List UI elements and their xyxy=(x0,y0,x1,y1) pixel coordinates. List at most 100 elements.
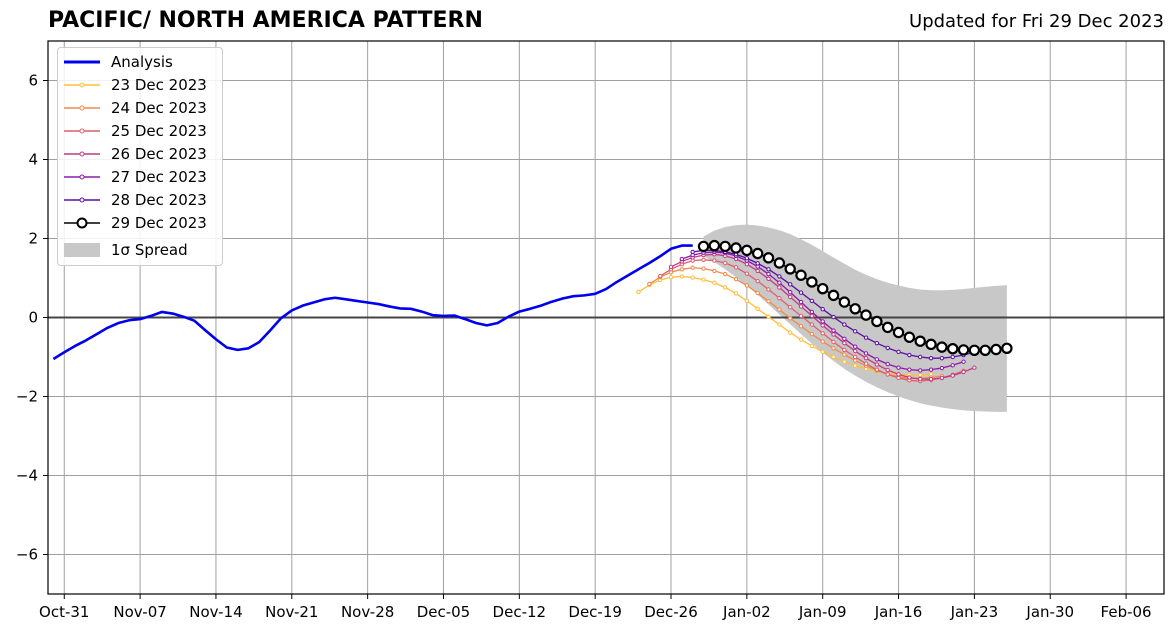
x-tick-label: Jan-16 xyxy=(874,603,923,621)
x-tick-label: Nov-21 xyxy=(265,603,318,621)
forecast-point-f27 xyxy=(863,351,869,356)
forecast-point-f23 xyxy=(733,291,739,296)
forecast-point-f29 xyxy=(903,331,916,343)
forecast-point-f23 xyxy=(820,349,825,355)
forecast-point-f24 xyxy=(690,265,695,270)
forecast-point-f29 xyxy=(816,282,829,295)
chart-title: PACIFIC/ NORTH AMERICA PATTERN xyxy=(48,8,483,33)
forecast-point-f26 xyxy=(853,348,858,354)
forecast-point-f28 xyxy=(853,329,858,334)
forecast-point-f27 xyxy=(777,280,782,285)
forecast-point-f29 xyxy=(925,338,937,351)
forecast-point-f27 xyxy=(820,319,825,324)
legend-label-f28: 28 Dec 2023 xyxy=(111,191,207,209)
forecast-point-f28 xyxy=(766,267,771,272)
legend-swatch-spread xyxy=(64,243,100,257)
y-tick-label: −2 xyxy=(16,388,38,406)
forecast-point-f26 xyxy=(907,375,912,380)
y-tick-label: 2 xyxy=(28,230,38,248)
forecast-point-f27 xyxy=(918,368,923,373)
forecast-point-f28 xyxy=(918,354,923,360)
forecast-point-f23 xyxy=(853,363,858,368)
forecast-point-f27 xyxy=(798,299,804,305)
forecast-point-f24 xyxy=(712,268,717,274)
forecast-point-f26 xyxy=(766,276,771,281)
forecast-point-f25 xyxy=(712,258,717,263)
updated-label: Updated for Fri 29 Dec 2023 xyxy=(909,11,1164,32)
forecast-point-f29 xyxy=(697,240,710,253)
forecast-point-f28 xyxy=(863,335,869,340)
forecast-point-f23 xyxy=(777,322,782,327)
forecast-point-f26 xyxy=(777,285,782,290)
forecast-point-f27 xyxy=(961,359,966,364)
forecast-point-f24 xyxy=(820,339,825,344)
x-tick-label: Nov-14 xyxy=(189,603,242,621)
legend-item-f25: 25 Dec 2023 xyxy=(62,121,222,141)
forecast-point-f26 xyxy=(896,372,901,377)
forecast-point-f26 xyxy=(885,367,890,373)
forecast-point-f27 xyxy=(896,365,901,370)
legend-item-f26: 26 Dec 2023 xyxy=(62,144,222,164)
forecast-point-f28 xyxy=(831,314,836,320)
analysis-line xyxy=(52,244,693,361)
forecast-point-f27 xyxy=(885,361,890,367)
forecast-point-f25 xyxy=(657,273,663,279)
forecast-point-f26 xyxy=(928,376,934,382)
forecast-point-f25 xyxy=(820,331,825,336)
forecast-point-f28 xyxy=(777,274,782,279)
forecast-point-f28 xyxy=(907,352,912,358)
x-tick-label: Dec-19 xyxy=(568,603,622,621)
legend-swatch-f26 xyxy=(64,151,100,157)
x-tick-label: Nov-28 xyxy=(341,603,394,621)
forecast-point-f29 xyxy=(784,263,796,275)
forecast-point-f27 xyxy=(809,309,815,315)
forecast-point-f28 xyxy=(928,355,934,361)
legend-swatch-analysis xyxy=(64,60,100,64)
forecast-point-f26 xyxy=(918,376,923,382)
forecast-point-f26 xyxy=(744,261,750,267)
forecast-point-f24 xyxy=(733,276,739,282)
forecast-point-f27 xyxy=(766,271,771,277)
legend-item-f27: 27 Dec 2023 xyxy=(62,167,222,187)
forecast-point-f26 xyxy=(961,369,966,375)
legend-label-analysis: Analysis xyxy=(111,53,173,71)
y-tick-label: 0 xyxy=(28,309,38,327)
forecast-point-f29 xyxy=(751,247,764,260)
forecast-point-f24 xyxy=(701,266,706,271)
forecast-point-f25 xyxy=(755,278,760,284)
legend-swatch-f27 xyxy=(64,174,100,180)
forecast-point-f29 xyxy=(827,289,840,302)
legend-label-f24: 24 Dec 2023 xyxy=(111,99,207,117)
forecast-point-f27 xyxy=(842,336,847,342)
forecast-point-f27 xyxy=(907,367,912,372)
forecast-point-f23 xyxy=(679,274,685,279)
forecast-point-f24 xyxy=(679,267,685,272)
forecast-point-f27 xyxy=(874,357,880,362)
forecast-point-f28 xyxy=(885,345,890,351)
legend-label-f25: 25 Dec 2023 xyxy=(111,122,207,140)
legend-item-f23: 23 Dec 2023 xyxy=(62,75,222,95)
forecast-point-f23 xyxy=(842,359,847,364)
forecast-point-f28 xyxy=(798,290,804,295)
forecast-point-f23 xyxy=(712,280,717,285)
forecast-point-f25 xyxy=(701,257,706,263)
forecast-point-f23 xyxy=(809,343,815,349)
forecast-point-f29 xyxy=(773,257,786,269)
forecast-point-f25 xyxy=(853,354,858,360)
forecast-point-f24 xyxy=(647,281,652,287)
forecast-point-f24 xyxy=(853,358,858,363)
forecast-point-f26 xyxy=(809,313,815,319)
forecast-point-f29 xyxy=(741,244,753,257)
forecast-point-f29 xyxy=(838,296,851,308)
forecast-point-f25 xyxy=(831,339,836,345)
forecast-point-f26 xyxy=(798,304,804,309)
forecast-point-f29 xyxy=(719,240,731,253)
forecast-point-f28 xyxy=(896,349,901,355)
legend-swatch-f23 xyxy=(64,82,100,88)
forecast-point-f23 xyxy=(668,275,674,280)
forecast-point-f26 xyxy=(831,332,836,337)
forecast-point-f23 xyxy=(690,275,695,280)
forecast-point-f27 xyxy=(853,344,858,349)
forecast-point-f23 xyxy=(744,298,750,304)
